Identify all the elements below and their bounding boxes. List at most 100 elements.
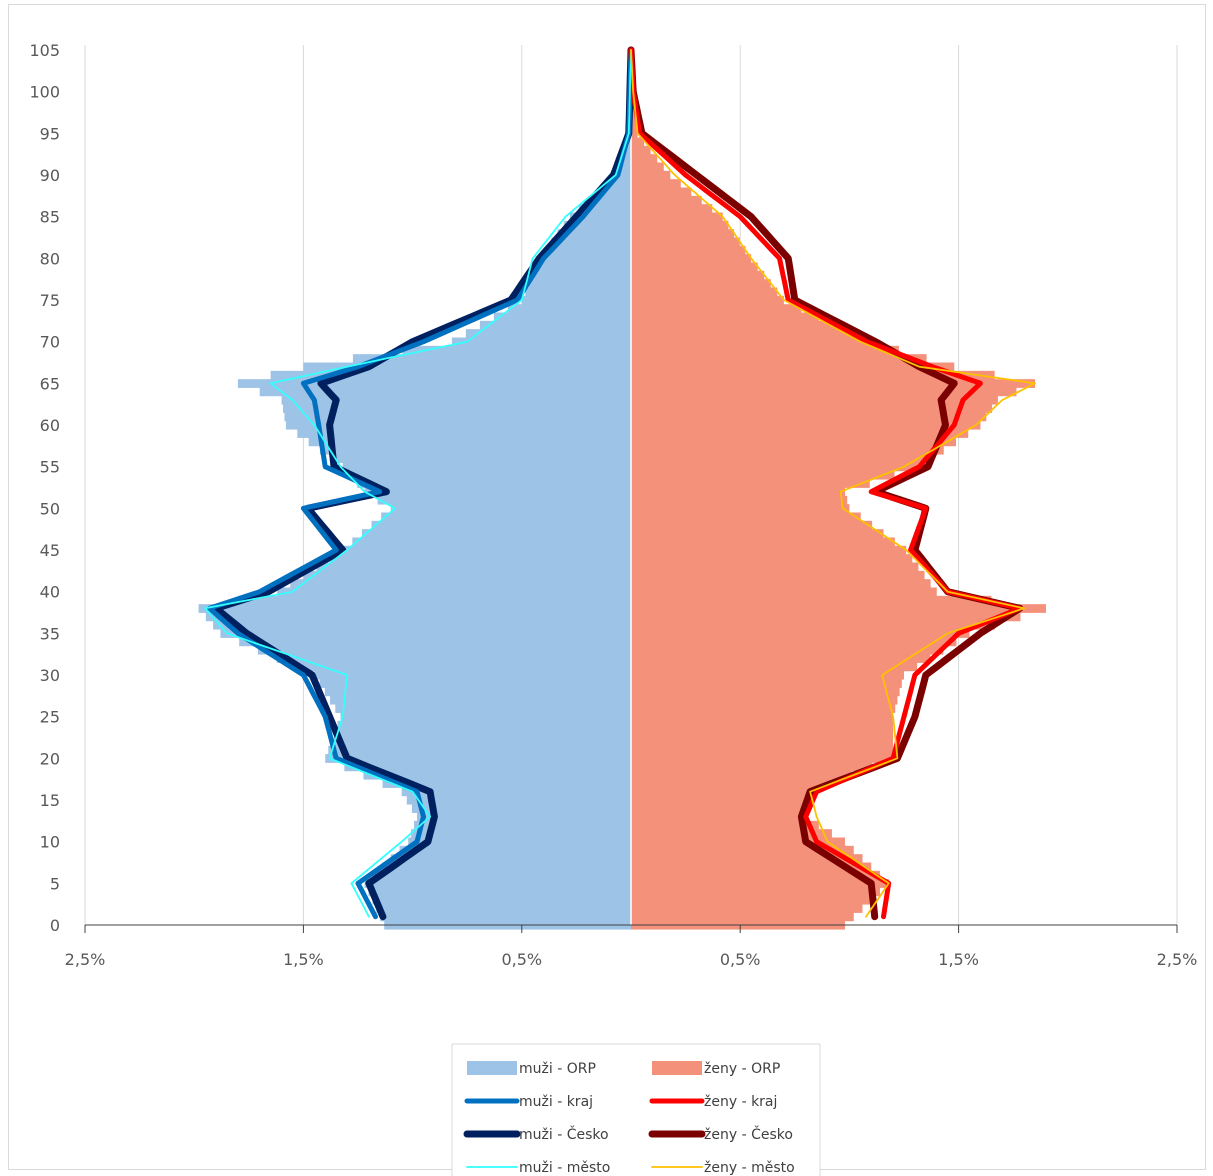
bar-right-42	[631, 570, 925, 580]
bar-left-57	[319, 445, 631, 455]
bar-left-1	[380, 912, 631, 922]
bar-left-82	[551, 237, 631, 247]
y-tick-label-8: 40	[40, 583, 60, 602]
bar-left-55	[342, 462, 631, 472]
bar-left-90	[615, 170, 631, 180]
bar-right-31	[631, 662, 918, 672]
bar-left-42	[303, 570, 631, 580]
legend-label-ženy-ORP: ženy - ORP	[704, 1061, 780, 1077]
bar-left-15	[406, 795, 631, 805]
line-series	[204, 46, 1036, 921]
bar-right-85	[631, 212, 723, 222]
bar-left-13	[416, 812, 631, 822]
legend-label-ženy-město: ženy - město	[704, 1160, 795, 1176]
bar-right-50	[631, 504, 850, 513]
bar-left-72	[479, 320, 631, 330]
y-tick-label-5: 25	[40, 708, 60, 727]
bar-left-48	[371, 520, 631, 530]
bar-left-36	[213, 620, 632, 630]
bar-left-61	[284, 412, 631, 422]
bar-right-15	[631, 795, 809, 805]
bar-left-58	[308, 437, 631, 447]
bar-left-50	[390, 504, 631, 513]
bar-left-18	[363, 770, 631, 780]
bar-right-61	[631, 412, 987, 422]
bar-right-24	[631, 720, 894, 730]
legend-label-muži-město: muži - město	[519, 1160, 610, 1176]
bar-left-67	[303, 362, 631, 372]
y-tick-label-0: 0	[50, 916, 60, 935]
bar-right-10	[631, 837, 846, 847]
bar-group-muzi-orp	[198, 54, 632, 930]
bar-right-90	[631, 170, 671, 180]
bar-right-82	[631, 237, 740, 247]
bar-group-zeny-orp	[631, 54, 1046, 930]
bar-right-84	[631, 220, 729, 230]
bar-right-51	[631, 495, 848, 505]
x-tick-label-1: 1,5%	[283, 950, 324, 969]
bar-left-76	[525, 287, 631, 297]
y-tick-label-19: 95	[40, 124, 60, 143]
bar-right-83	[631, 229, 735, 238]
bar-right-79	[631, 262, 758, 272]
bar-right-78	[631, 270, 765, 280]
bar-right-80	[631, 254, 752, 263]
bar-left-92	[620, 154, 631, 163]
bar-right-94	[631, 137, 645, 147]
bar-left-30	[314, 670, 631, 680]
bar-left-87	[588, 195, 631, 205]
bar-left-24	[337, 720, 631, 730]
bar-right-3	[631, 895, 872, 905]
bar-left-43	[316, 562, 631, 572]
bar-right-26	[631, 704, 896, 713]
bar-left-4	[368, 887, 631, 897]
y-tick-label-12: 60	[40, 416, 60, 435]
bar-left-20	[325, 754, 631, 763]
x-tick-label-5: 2,5%	[1157, 950, 1198, 969]
bar-right-58	[631, 437, 956, 447]
bar-left-71	[465, 329, 631, 338]
legend-swatch-ženy-ORP	[652, 1061, 702, 1075]
x-tick-label-4: 1,5%	[938, 950, 979, 969]
bar-left-62	[283, 404, 631, 413]
bar-left-35	[220, 629, 631, 638]
bar-right-4	[631, 887, 880, 897]
line-muži-Česko	[212, 46, 635, 921]
y-tick-label-3: 15	[40, 791, 60, 810]
bar-right-7	[631, 862, 872, 872]
x-tick-label-3: 0,5%	[720, 950, 761, 969]
bar-right-35	[631, 629, 970, 638]
legend-label-ženy-kraj: ženy - kraj	[704, 1094, 777, 1110]
bar-right-63	[631, 395, 998, 405]
bar-left-26	[335, 704, 631, 713]
bar-left-85	[569, 212, 631, 222]
bar-right-65	[631, 379, 1036, 388]
bar-left-7	[382, 862, 631, 872]
bar-left-77	[528, 279, 631, 288]
bar-left-89	[606, 179, 631, 188]
bar-right-59	[631, 429, 969, 438]
bar-right-20	[631, 754, 894, 763]
bar-right-76	[631, 287, 778, 297]
bar-right-69	[631, 345, 899, 355]
bar-right-5	[631, 879, 889, 888]
bar-left-80	[539, 254, 631, 263]
bar-left-83	[557, 229, 631, 238]
bar-right-16	[631, 787, 811, 797]
bar-left-47	[361, 529, 631, 538]
bar-right-1	[631, 912, 854, 922]
bar-right-36	[631, 620, 995, 630]
bar-left-32	[276, 654, 631, 663]
bar-right-12	[631, 820, 819, 830]
legend-swatch-muži-ORP	[467, 1061, 517, 1075]
y-tick-label-6: 30	[40, 666, 60, 685]
bar-right-72	[631, 320, 837, 330]
bar-left-23	[334, 729, 631, 738]
bar-left-63	[281, 395, 631, 405]
bar-left-46	[352, 537, 631, 547]
bar-right-17	[631, 779, 831, 788]
bar-right-40	[631, 587, 937, 597]
bar-right-46	[631, 537, 895, 547]
bar-left-10	[408, 837, 631, 847]
grid-lines	[84, 45, 1178, 925]
